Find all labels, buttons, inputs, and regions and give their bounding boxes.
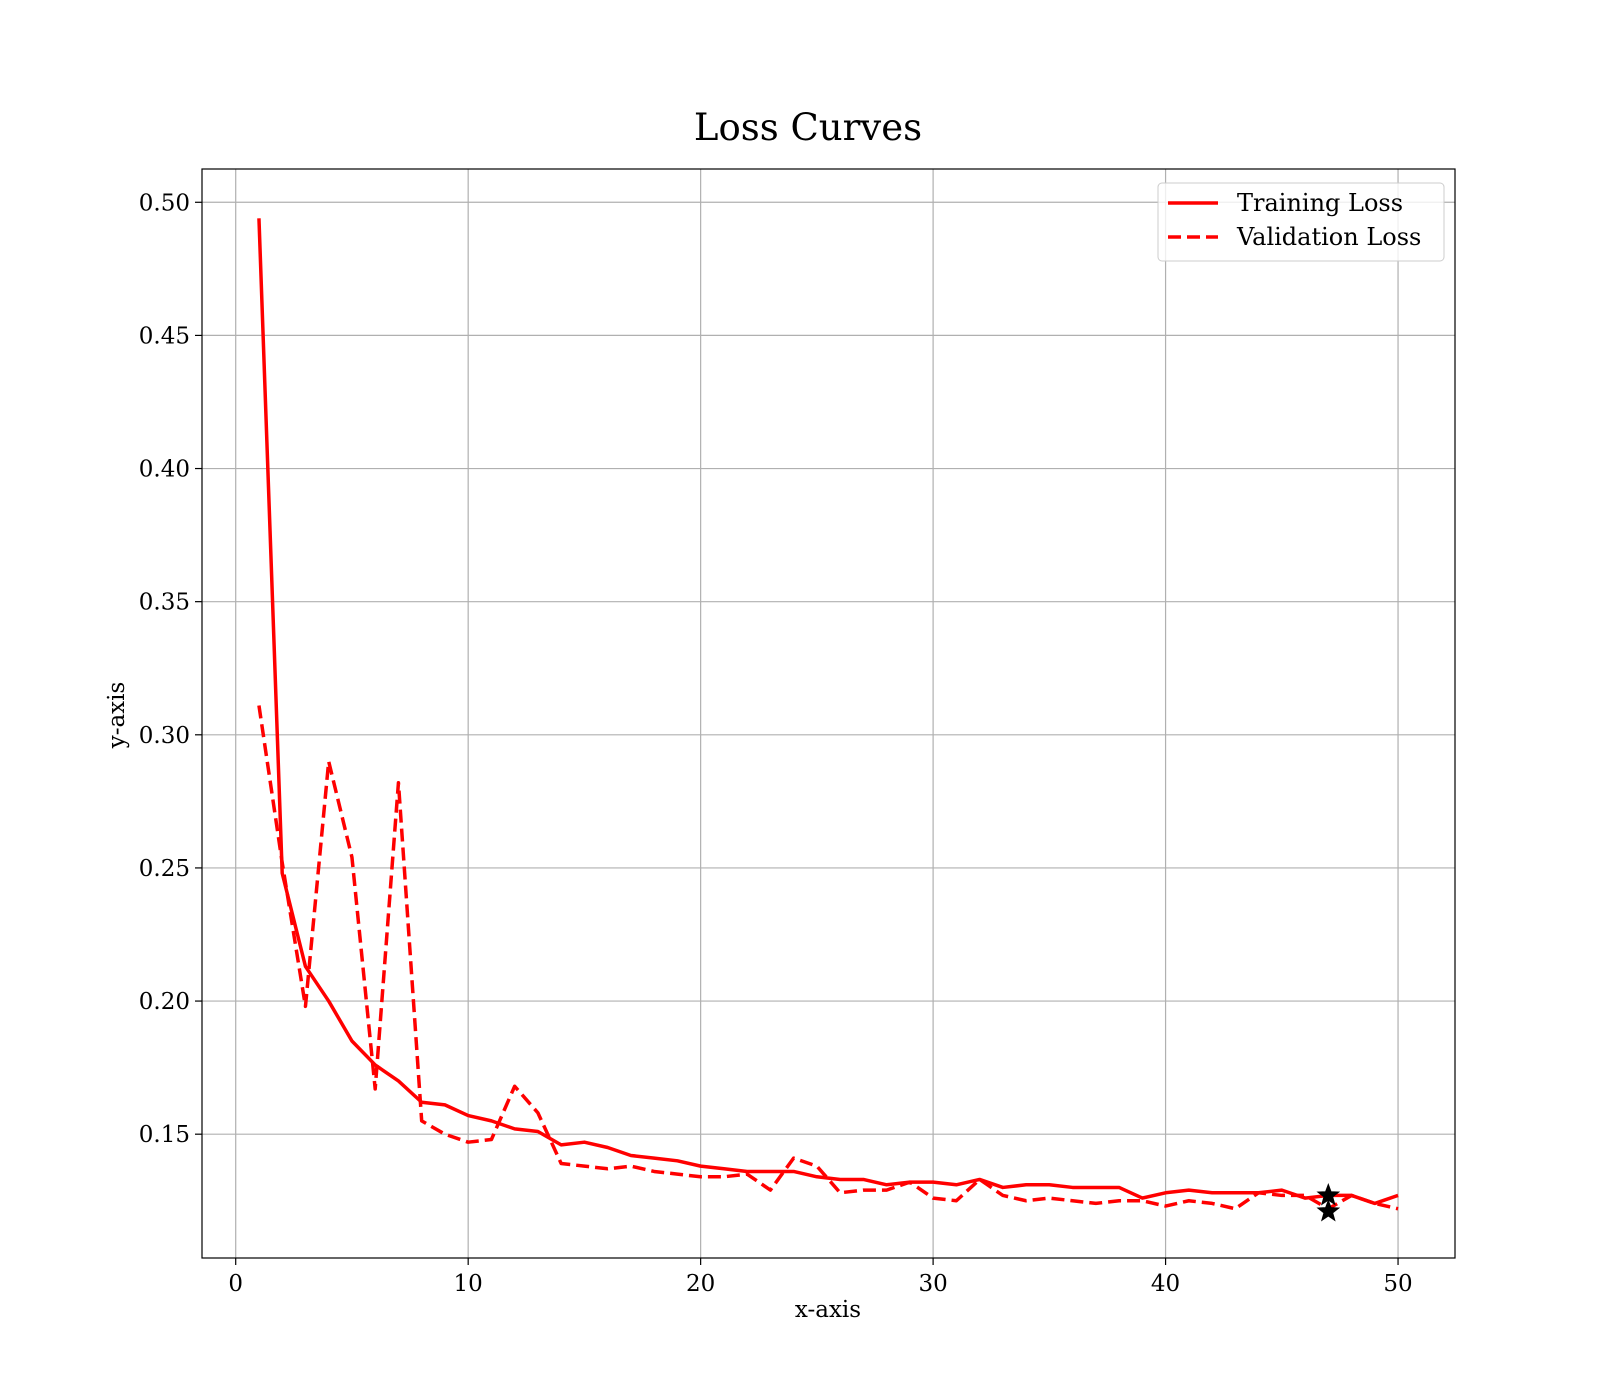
training-loss-line <box>257 218 1399 1206</box>
y-tick-label: 0.50 <box>139 190 190 216</box>
x-tick-label: 20 <box>686 1271 715 1297</box>
series-lines <box>257 218 1399 1211</box>
validation-best-star-marker <box>1316 1198 1341 1222</box>
y-tick-label: 0.20 <box>139 989 190 1015</box>
x-tick-label: 30 <box>918 1271 947 1297</box>
x-tick-label: 50 <box>1383 1271 1412 1297</box>
y-tick-label: 0.15 <box>139 1122 190 1148</box>
validation-loss-line <box>257 705 1399 1211</box>
chart-title: Loss Curves <box>694 106 922 149</box>
y-tick-label: 0.40 <box>139 457 190 483</box>
x-axis-label: x-axis <box>795 1297 861 1323</box>
legend-label-training: Training Loss <box>1237 189 1403 217</box>
x-tick-label: 0 <box>228 1271 243 1297</box>
y-tick-label: 0.30 <box>139 723 190 749</box>
grid-lines <box>202 169 1455 1258</box>
x-tick-label: 40 <box>1151 1271 1180 1297</box>
y-tick-label: 0.35 <box>139 590 190 616</box>
best-epoch-markers <box>1316 1182 1341 1222</box>
y-tick-label: 0.25 <box>139 856 190 882</box>
x-tick-label: 10 <box>454 1271 483 1297</box>
y-axis-label: y-axis <box>104 682 130 750</box>
legend: Training Loss Validation Loss <box>1157 182 1445 262</box>
legend-box <box>1157 182 1445 262</box>
y-tick-label: 0.45 <box>139 323 190 349</box>
legend-label-validation: Validation Loss <box>1236 223 1421 251</box>
plot-frame <box>201 168 1456 1259</box>
axis-ticks: 0 10 20 30 40 50 0.15 0.20 0.25 0.30 0.35 0.40 0.45 0… <box>139 190 1413 1297</box>
